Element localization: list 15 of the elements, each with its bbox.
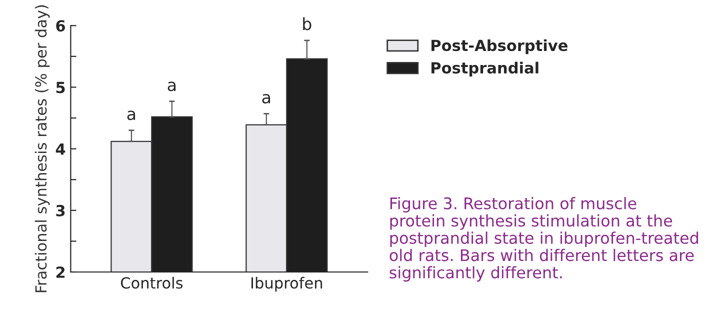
caption: Figure 3. Restoration of muscle protein synthesis stimulation at the postprandial state in ibuprofen-treated old rats. Bars with different letters are significantly different.	[390, 197, 698, 282]
y-tick-label: 2	[56, 266, 65, 278]
y-tick-label: 5	[56, 82, 65, 94]
annotation: a	[168, 82, 176, 92]
annotation: a	[262, 94, 270, 104]
annotation: a	[127, 110, 136, 120]
legend-label: Post-Absorptive	[432, 39, 568, 54]
y-axis-title: Fractional synthesis rates (% per day)	[34, 5, 50, 292]
annotation: b	[303, 17, 312, 30]
legend-label: Postprandial	[432, 62, 538, 77]
y-tick-label: 3	[56, 204, 65, 216]
x-tick-label: Ibuprofen	[251, 276, 322, 292]
y-tick-label: 4	[56, 143, 66, 155]
x-tick-label: Controls	[120, 276, 183, 289]
y-tick-label: 6	[56, 20, 66, 32]
